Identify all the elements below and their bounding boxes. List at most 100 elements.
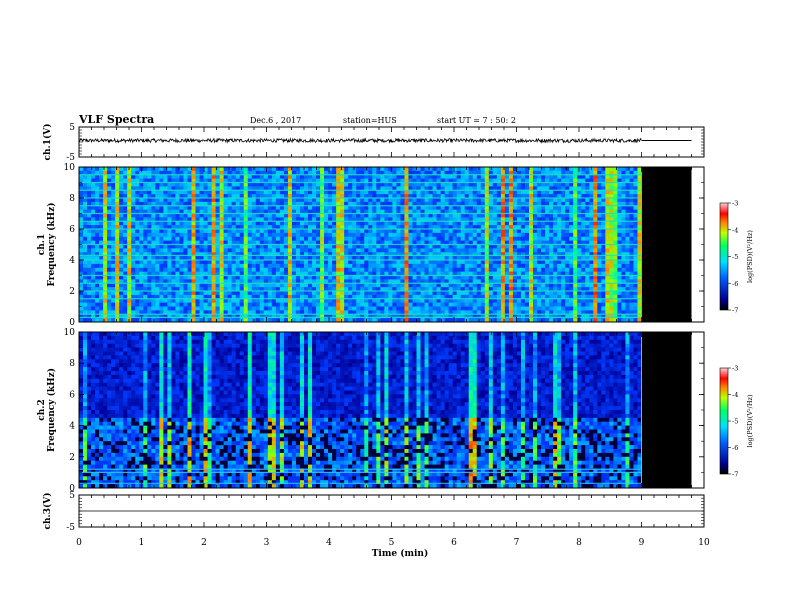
spectrogram-cell — [215, 271, 220, 276]
spectrogram-cell — [99, 190, 104, 195]
spectrogram-cell — [91, 314, 96, 319]
spectrogram-cell — [332, 198, 337, 203]
spectrogram-cell — [492, 267, 498, 272]
spectrogram-cell — [448, 236, 453, 241]
spectrogram-cell — [195, 310, 200, 315]
spectrogram-cell — [295, 182, 301, 187]
spectrogram-cell — [456, 229, 461, 234]
spectrogram-cell — [83, 275, 88, 280]
spectrogram-cell — [267, 260, 273, 265]
spectrogram-cell — [504, 205, 510, 210]
spectrogram-cell — [187, 229, 192, 234]
spectrogram-cell — [179, 232, 184, 238]
spectrogram-cell — [549, 275, 554, 280]
spectrogram-cell — [308, 225, 313, 230]
spectrogram-cell — [119, 248, 124, 253]
spectrogram-cell — [191, 232, 196, 238]
spectrogram-cell — [183, 271, 188, 276]
spectrogram-cell — [348, 267, 353, 272]
spectrogram-cell — [396, 232, 401, 238]
spectrogram-cell — [432, 302, 437, 307]
spectrogram-cell — [279, 198, 285, 203]
spectrogram-cell — [312, 275, 317, 280]
spectrogram-cell — [207, 194, 212, 199]
spectrogram-cell — [492, 205, 498, 210]
spectrogram-cell — [203, 294, 208, 300]
spectrogram-cell — [119, 283, 124, 288]
spectrogram-cell — [456, 306, 461, 311]
spectrogram-cell — [312, 314, 317, 319]
spectrogram-cell — [235, 248, 241, 253]
spectrogram-cell — [283, 298, 289, 303]
spectrogram-cell — [219, 178, 224, 183]
spectrogram-cell — [95, 291, 100, 296]
spectrogram-cell — [545, 275, 550, 280]
spectrogram-cell — [360, 213, 365, 218]
spectrogram-cell — [91, 244, 96, 249]
spectrogram-cell — [291, 167, 297, 172]
spectrogram-cell — [464, 205, 470, 210]
spectrogram-cell — [231, 267, 236, 272]
spectrogram-cell — [79, 318, 84, 323]
spectrogram-cell — [524, 267, 530, 272]
spectrogram-cell — [207, 263, 212, 269]
spectrogram-cell — [151, 283, 156, 288]
spectrogram-cell — [396, 291, 401, 296]
spectrogram-cell — [304, 236, 309, 241]
spectrogram-cell — [135, 294, 140, 300]
spectrogram-cell — [215, 244, 220, 249]
spectrogram-cell — [275, 170, 281, 176]
spectrogram-cell — [151, 263, 156, 269]
spectrogram-cell — [456, 275, 461, 280]
spectrogram-cell — [195, 178, 200, 183]
spectrogram-cell — [448, 221, 453, 226]
spectrogram-cell — [279, 318, 285, 323]
spectrogram-cell — [199, 174, 204, 179]
spectrogram-cell — [340, 167, 345, 172]
spectrogram-cell — [155, 318, 160, 323]
spectrogram-cell — [127, 279, 132, 284]
spectrogram-cell — [496, 283, 502, 288]
spectrogram-cell — [565, 182, 570, 187]
spectrogram-cell — [279, 302, 285, 307]
spectrogram-cell — [312, 256, 317, 261]
spectrogram-cell — [508, 190, 514, 195]
spectrogram-cell — [227, 225, 232, 230]
spectrogram-cell — [283, 263, 289, 269]
spectrogram-cell — [99, 263, 104, 269]
spectrogram-cell — [187, 267, 192, 272]
spectrogram-cell — [87, 205, 92, 210]
spectrogram-cell — [171, 225, 176, 230]
spectrogram-cell — [171, 298, 176, 303]
spectrogram-cell — [231, 260, 236, 265]
spectrogram-cell — [243, 283, 249, 288]
spectrogram-cell — [279, 271, 285, 276]
spectrogram-cell — [87, 310, 92, 315]
spectrogram-cell — [135, 201, 140, 207]
spectrogram-cell — [561, 205, 566, 210]
spectrogram-cell — [83, 256, 88, 261]
spectrogram-cell — [480, 190, 486, 195]
spectrogram-cell — [219, 302, 224, 307]
spectrogram-cell — [541, 174, 546, 179]
spectrogram-cell — [404, 298, 409, 303]
spectrogram-cell — [207, 287, 212, 292]
spectrogram-cell — [83, 294, 88, 300]
spectrogram-cell — [139, 190, 144, 195]
spectrogram-cell — [215, 256, 220, 261]
spectrogram-cell — [344, 302, 349, 307]
spectrogram-cell — [492, 198, 498, 203]
spectrogram-cell — [115, 263, 120, 269]
spectrogram-cell — [87, 167, 92, 172]
spectrogram-cell — [95, 267, 100, 272]
spectrogram-cell — [175, 248, 180, 253]
spectrogram-cell — [308, 178, 313, 183]
spectrogram-cell — [99, 244, 104, 249]
spectrogram-cell — [396, 260, 401, 265]
spectrogram-cell — [143, 201, 148, 207]
spectrogram-cell — [187, 244, 192, 249]
spectrogram-cell — [308, 201, 313, 207]
spectrogram-cell — [364, 291, 369, 296]
spectrogram-cell — [304, 275, 309, 280]
spectrogram-cell — [143, 298, 148, 303]
